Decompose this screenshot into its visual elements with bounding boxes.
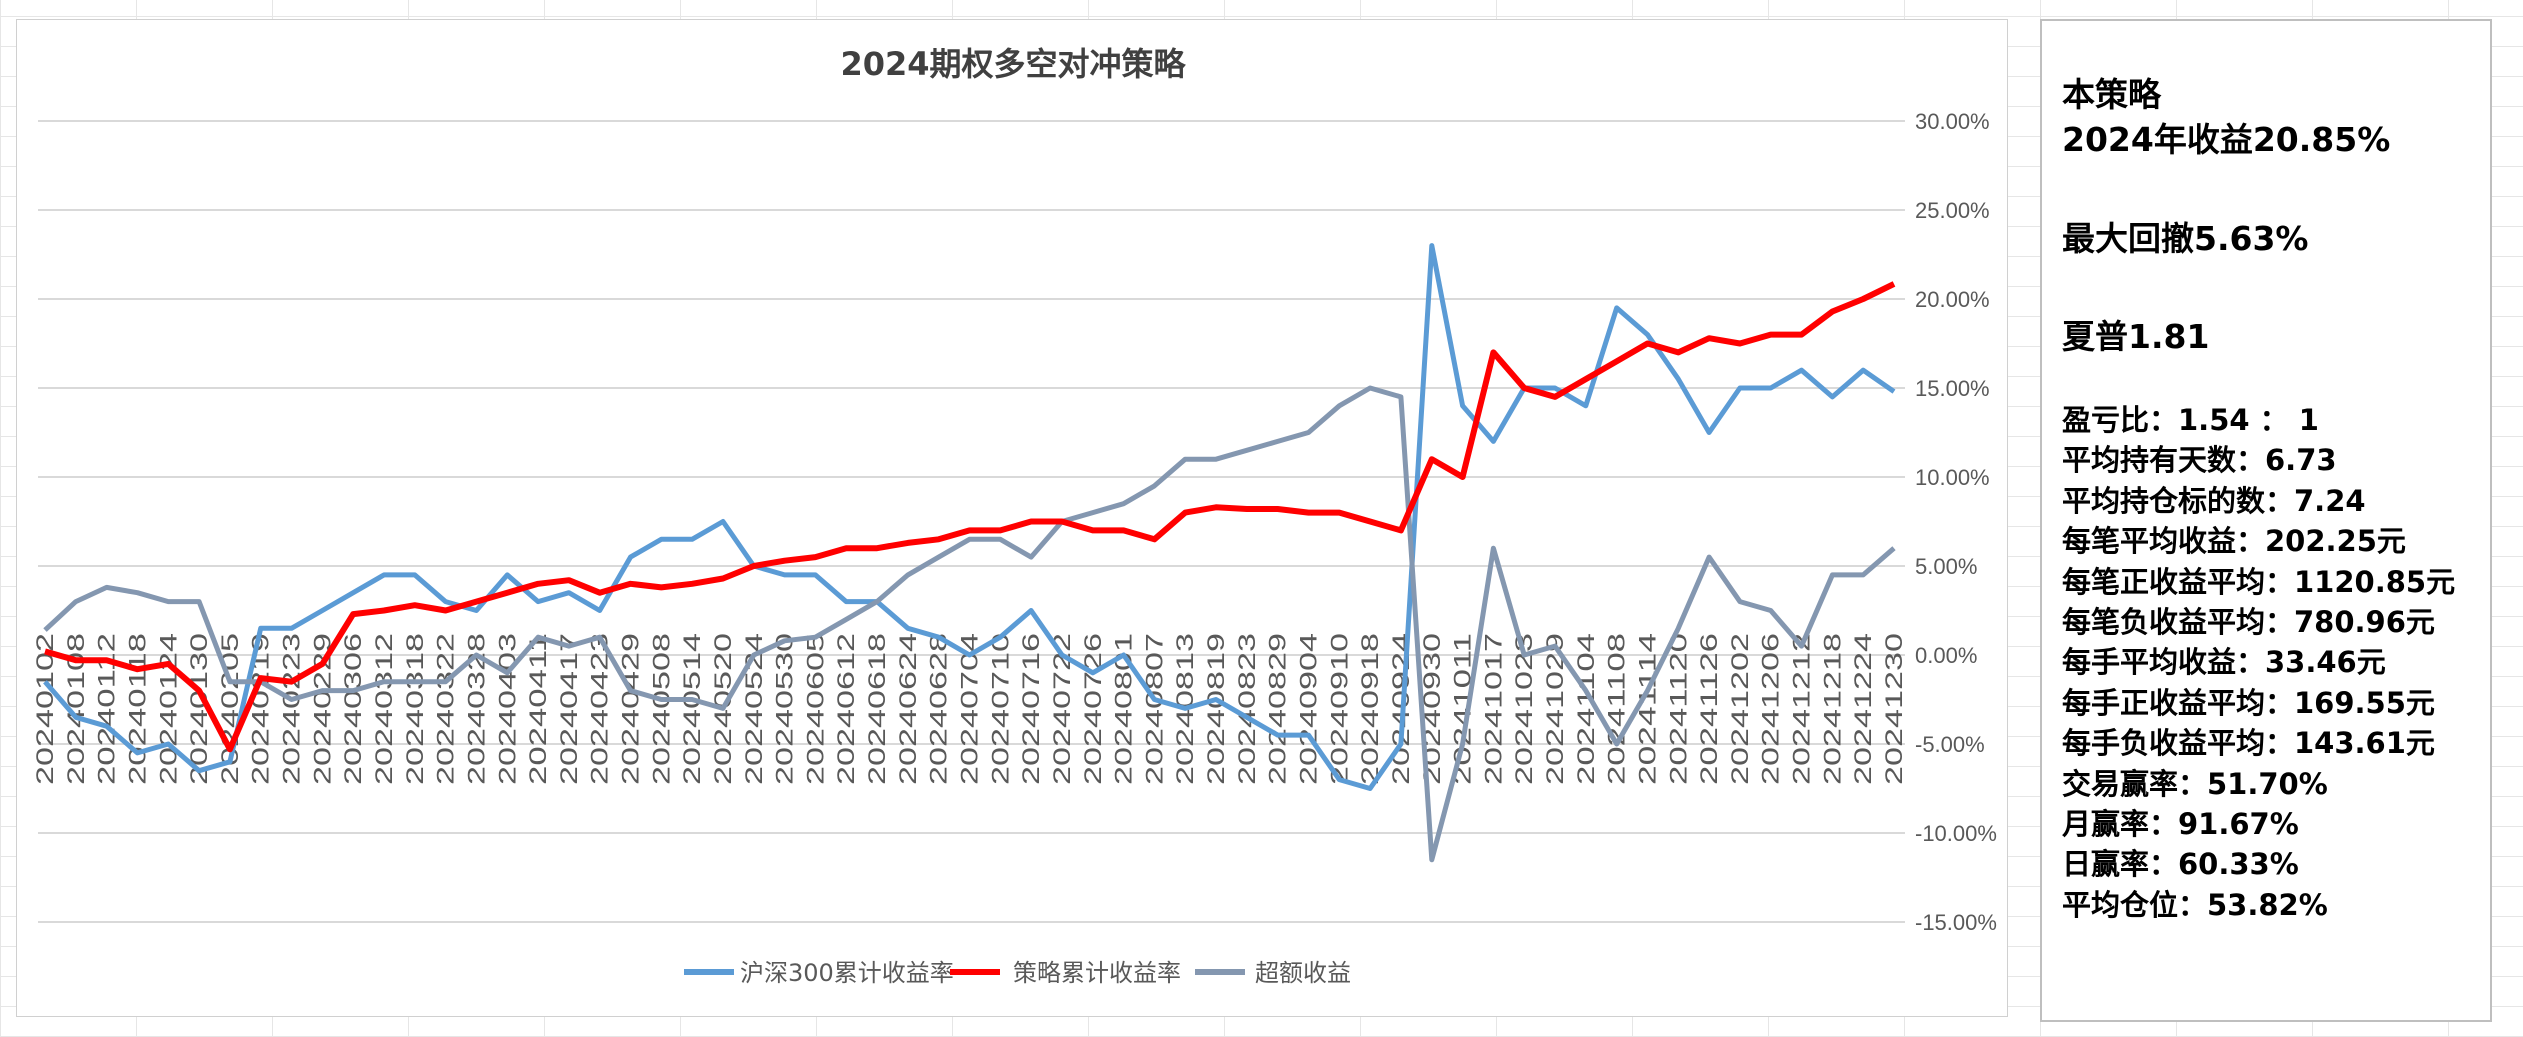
sharpe-ratio: 夏普1.81 bbox=[2062, 317, 2210, 356]
stat-item: 每笔平均收益：202.25元 bbox=[2062, 524, 2406, 559]
x-tick-label: 20241212 bbox=[1789, 633, 1816, 785]
stat-item: 交易赢率：51.70% bbox=[2062, 766, 2328, 801]
x-tick-label: 20240229 bbox=[309, 633, 336, 785]
stat-item: 平均持有天数：6.73 bbox=[2062, 443, 2337, 478]
series-line-1 bbox=[44, 281, 1896, 753]
x-tick-label: 20240612 bbox=[833, 633, 860, 785]
stat-item: 每笔负收益平均：780.96元 bbox=[2062, 605, 2435, 639]
x-tick-label: 20240112 bbox=[94, 633, 121, 785]
legend-label: 策略累计收益率 bbox=[1013, 959, 1181, 987]
x-tick-label: 20241023 bbox=[1511, 633, 1538, 785]
stat-item: 平均仓位：53.82% bbox=[2062, 887, 2328, 922]
x-tick-label: 20240618 bbox=[864, 633, 891, 785]
x-tick-label: 20240716 bbox=[1018, 633, 1045, 785]
stat-item: 每笔正收益平均：1120.85元 bbox=[2062, 564, 2456, 599]
x-tick-label: 20240102 bbox=[32, 633, 59, 785]
x-tick-label: 20240318 bbox=[402, 633, 429, 785]
x-tick-label: 20240918 bbox=[1357, 633, 1384, 785]
stat-item: 月赢率：91.67% bbox=[2062, 807, 2299, 841]
y-tick-label: -10.00% bbox=[1915, 821, 1997, 846]
chart-container bbox=[16, 19, 2008, 1017]
series-line-2 bbox=[43, 385, 1896, 863]
x-tick-label: 20241230 bbox=[1881, 633, 1908, 785]
x-tick-label: 20240322 bbox=[433, 633, 460, 785]
annual-return: 2024年收益20.85% bbox=[2062, 120, 2391, 159]
x-tick-label: 20240819 bbox=[1203, 633, 1230, 785]
x-tick-label: 20240223 bbox=[279, 633, 306, 785]
stat-item: 每手平均收益：33.46元 bbox=[2062, 645, 2386, 680]
x-tick-label: 20241017 bbox=[1480, 633, 1507, 785]
legend-label: 超额收益 bbox=[1255, 959, 1351, 987]
stats-title: 本策略 bbox=[2062, 75, 2161, 114]
x-tick-label: 20240417 bbox=[556, 633, 583, 785]
stat-item: 盈亏比：1.54 ： 1 bbox=[2062, 403, 2319, 437]
x-tick-label: 20240807 bbox=[1141, 633, 1168, 785]
x-tick-label: 20240628 bbox=[926, 633, 953, 785]
y-tick-label: -15.00% bbox=[1915, 910, 1997, 935]
x-tick-label: 20241120 bbox=[1665, 633, 1692, 785]
x-tick-label: 20240829 bbox=[1265, 633, 1292, 785]
x-tick-label: 20240823 bbox=[1234, 633, 1261, 785]
x-tick-label: 20240726 bbox=[1080, 633, 1107, 785]
y-tick-label: 15.00% bbox=[1915, 376, 1990, 401]
x-tick-label: 20240312 bbox=[371, 633, 398, 785]
x-tick-label: 20240904 bbox=[1295, 633, 1322, 785]
x-tick-label: 20241224 bbox=[1850, 633, 1877, 785]
y-tick-label: 10.00% bbox=[1915, 465, 1990, 490]
legend-label: 沪深300累计收益率 bbox=[740, 959, 954, 987]
y-tick-label: 30.00% bbox=[1915, 109, 1990, 134]
y-tick-label: 5.00% bbox=[1915, 554, 1977, 579]
x-tick-label: 20240514 bbox=[679, 633, 706, 785]
y-tick-label: 25.00% bbox=[1915, 198, 1990, 223]
x-tick-label: 20241202 bbox=[1727, 633, 1754, 785]
x-tick-label: 20240306 bbox=[340, 633, 367, 785]
stat-item: 每手正收益平均：169.55元 bbox=[2062, 685, 2435, 720]
x-tick-label: 20240118 bbox=[124, 633, 151, 785]
x-tick-label: 20240710 bbox=[987, 633, 1014, 785]
x-tick-label: 20240403 bbox=[494, 633, 521, 785]
x-tick-label: 20240624 bbox=[895, 633, 922, 785]
stats-panel: 本策略 2024年收益20.85% 最大回撤5.63% 夏普1.81 盈亏比：1… bbox=[2040, 19, 2492, 1022]
x-tick-label: 20241011 bbox=[1450, 633, 1477, 785]
chart-title: 2024期权多空对冲策略 bbox=[840, 45, 1186, 83]
x-tick-label: 20241218 bbox=[1819, 633, 1846, 785]
y-tick-label: 0.00% bbox=[1915, 643, 1977, 668]
x-tick-label: 20240219 bbox=[248, 633, 275, 785]
stat-item: 日赢率：60.33% bbox=[2062, 847, 2299, 882]
x-tick-label: 20240429 bbox=[618, 633, 645, 785]
series-line-0 bbox=[43, 243, 1896, 791]
x-tick-label: 20240910 bbox=[1326, 633, 1353, 785]
x-tick-label: 20240704 bbox=[957, 633, 984, 785]
x-tick-label: 20240411 bbox=[525, 633, 552, 785]
y-tick-label: -5.00% bbox=[1915, 732, 1985, 757]
x-tick-label: 20241029 bbox=[1542, 633, 1569, 785]
x-tick-label: 20241206 bbox=[1758, 633, 1785, 785]
y-tick-label: 20.00% bbox=[1915, 287, 1990, 312]
x-tick-label: 20241126 bbox=[1696, 633, 1723, 785]
x-tick-label: 20240530 bbox=[772, 633, 799, 785]
x-tick-label: 20240605 bbox=[802, 633, 829, 785]
max-drawdown: 最大回撤5.63% bbox=[2062, 219, 2309, 258]
x-tick-label: 20241108 bbox=[1604, 633, 1631, 785]
stat-item: 每手负收益平均：143.61元 bbox=[2062, 726, 2435, 761]
x-tick-label: 20240124 bbox=[155, 633, 182, 785]
x-tick-label: 20240508 bbox=[648, 633, 675, 785]
stat-item: 平均持仓标的数：7.24 bbox=[2062, 483, 2366, 518]
